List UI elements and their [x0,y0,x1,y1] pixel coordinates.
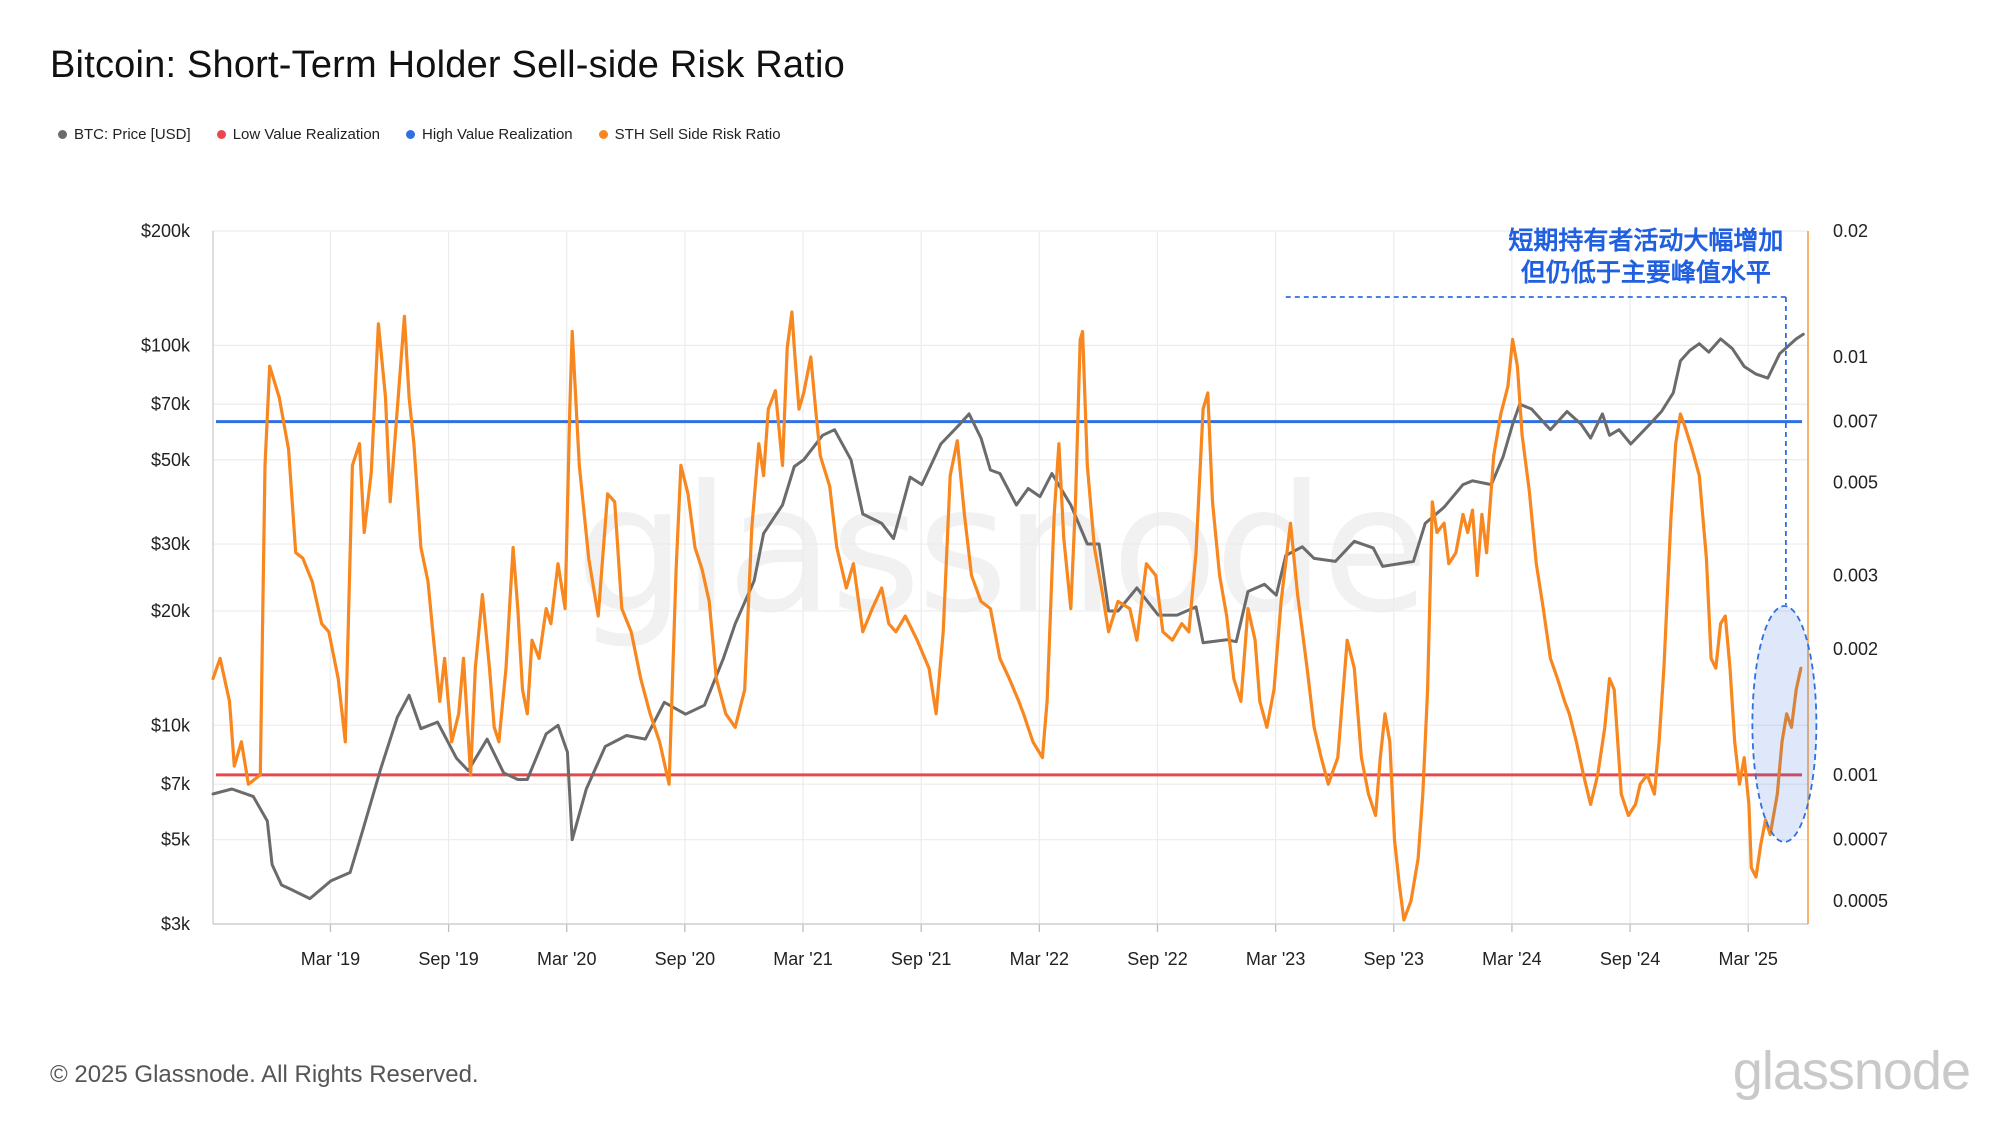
copyright-footer: © 2025 Glassnode. All Rights Reserved. [50,1061,479,1088]
left-axis-tick-label: $100k [141,335,191,355]
left-axis-tick-label: $3k [161,914,191,934]
series-sth-sell-side-risk-ratio [211,310,1803,922]
right-axis-tick-label: 0.0007 [1833,830,1888,850]
annotation-text-line: 但仍低于主要峰值水平 [1521,258,1771,287]
gridlines [213,230,1808,925]
right-axis-tick-label: 0.003 [1833,565,1878,585]
right-axis-tick-label: 0.002 [1833,639,1878,659]
legend-item-btc-price[interactable]: BTC: Price [USD] [58,126,191,143]
left-axis-tick-label: $20k [151,601,191,621]
series-lines [211,310,1805,922]
legend-dot-high-value-realization [406,130,415,139]
right-axis-tick-label: 0.007 [1833,412,1878,432]
left-axis-tick-label: $50k [151,450,191,470]
annotation-text-line: 短期持有者活动大幅增加 [1508,226,1783,255]
legend-label-high-value-realization: High Value Realization [422,126,573,143]
right-axis-tick-label: 0.005 [1833,473,1878,493]
legend-dot-low-value-realization [216,130,226,139]
left-axis-tick-label: $70k [151,394,191,414]
x-axis-tick-label: Sep '23 [1364,949,1425,969]
x-axis-tick-label: Mar '22 [1010,949,1069,969]
chart-title: Bitcoin: Short-Term Holder Sell-side Ris… [50,44,845,86]
x-axis-tick-label: Mar '19 [301,949,360,969]
x-axis-tick-label: Sep '19 [418,949,479,969]
series-btc-price-usd [211,332,1805,901]
left-axis-tick-label: $200k [141,221,191,241]
x-axis-tick-label: Mar '20 [537,949,596,969]
right-axis-tick-label: 0.001 [1833,765,1878,785]
left-axis-tick-label: $7k [161,774,191,794]
x-axis-tick-label: Sep '20 [655,949,716,969]
legend-item-high-value-realization[interactable]: High Value Realization [406,126,573,143]
x-axis-tick-label: Sep '21 [891,949,952,969]
x-axis-tick-label: Sep '22 [1127,949,1188,969]
legend-item-low-value-realization[interactable]: Low Value Realization [216,126,380,143]
x-axis-tick-label: Mar '23 [1246,949,1305,969]
legend-label-btc-price: BTC: Price [USD] [74,126,191,143]
annotation-highlight-ellipse [1751,605,1818,843]
right-axis-tick-label: 0.01 [1833,347,1868,367]
right-axis-tick-label: 0.02 [1833,221,1868,241]
legend-item-sth-risk-ratio[interactable]: STH Sell Side Risk Ratio [598,126,781,143]
legend-dot-sth-risk-ratio [598,130,608,139]
left-axis-tick-label: $10k [151,715,191,735]
x-axis-tick-label: Mar '25 [1718,949,1777,969]
left-axis-tick-label: $30k [151,534,191,554]
legend-label-sth-risk-ratio: STH Sell Side Risk Ratio [614,126,781,143]
x-axis-tick-label: Mar '21 [773,949,832,969]
legend-label-low-value-realization: Low Value Realization [232,126,380,143]
right-axis-tick-label: 0.0005 [1833,891,1888,911]
glassnode-logo: glassnode [1732,1041,1971,1101]
legend: BTC: Price [USD] Low Value Realization H… [58,126,781,143]
x-axis-tick-label: Mar '24 [1482,949,1541,969]
x-axis-tick-label: Sep '24 [1600,949,1661,969]
left-axis-tick-label: $5k [161,830,191,850]
legend-dot-btc-price [58,130,67,139]
axes: $200k $100k $70k $50k $30k $20k $10k $7k $5k $3k 0… [141,221,1888,969]
